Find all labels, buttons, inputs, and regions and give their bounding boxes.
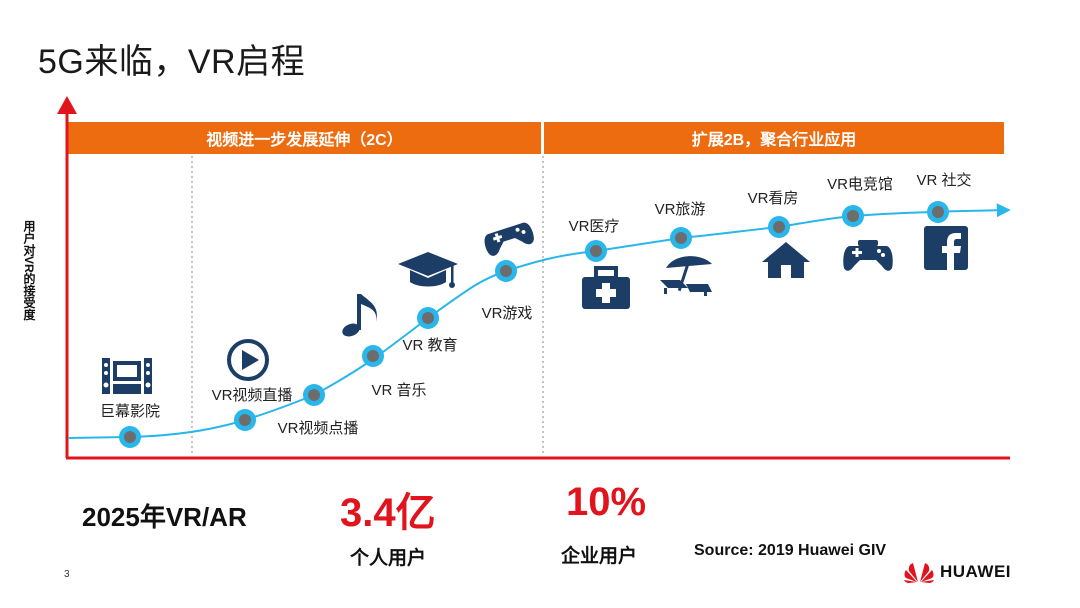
chart-point-label-10: VR 社交 [916, 171, 971, 189]
stat-consumer-value: 3.4亿 [340, 491, 436, 535]
stat-consumer-label: 个人用户 [350, 548, 427, 569]
music-note-icon [342, 294, 377, 337]
chart-point-label-9: VR电竞馆 [827, 175, 893, 193]
y-axis-label: 用户对VR的接受度 [22, 220, 36, 321]
facebook-icon [924, 226, 968, 270]
chart-point-label-0: 巨幕影院 [100, 402, 160, 420]
chart-point-core-3 [367, 350, 379, 362]
chart-point-label-1: VR视频直播 [212, 387, 293, 404]
beach-umbrella-icon [660, 256, 712, 296]
chart-point-label-4: VR 教育 [402, 337, 457, 354]
huawei-flower-icon [904, 563, 934, 583]
play-icon [227, 339, 269, 381]
chart-point-label-2: VR视频点播 [278, 420, 359, 437]
page-number: 3 [64, 569, 70, 580]
chart-point-label-5: VR游戏 [482, 305, 533, 322]
band-consumer: 视频进一步发展延伸（2C） [68, 122, 541, 154]
stat-year-label: 2025年VR/AR [82, 502, 247, 532]
stat-enterprise-value: 10% [566, 480, 647, 524]
cinema-icon [102, 358, 152, 394]
graduation-cap-icon [398, 252, 458, 288]
chart-point-core-2 [308, 389, 320, 401]
chart-point-core-6 [590, 245, 602, 257]
stat-enterprise-label: 企业用户 [561, 546, 638, 567]
chart-point-core-10 [932, 206, 944, 218]
chart-point-label-7: VR旅游 [655, 201, 706, 218]
chart-point-core-5 [500, 265, 512, 277]
band-enterprise: 扩展2B，聚合行业应用 [544, 122, 1004, 154]
chart-point-label-6: VR医疗 [569, 218, 620, 235]
source-note: Source: 2019 Huawei GIV [694, 542, 887, 559]
huawei-logo: HUAWEI [904, 561, 1011, 583]
medical-kit-icon [582, 266, 630, 309]
y-axis-arrow [57, 96, 77, 114]
slide-title: 5G来临，VR启程 [38, 43, 306, 81]
chart-point-core-9 [847, 210, 859, 222]
chart-point-label-8: VR看房 [748, 190, 799, 207]
chart-point-core-1 [239, 414, 251, 426]
chart-point-label-3: VR 音乐 [371, 382, 426, 399]
chart-point-core-0 [124, 431, 136, 443]
chart-point-core-8 [773, 221, 785, 233]
brand-name: HUAWEI [940, 562, 1011, 581]
house-icon [762, 242, 810, 278]
gamepad-icon [484, 222, 534, 256]
chart-point-core-4 [422, 312, 434, 324]
chart-point-core-7 [675, 232, 687, 244]
game-controller-icon [843, 240, 893, 271]
